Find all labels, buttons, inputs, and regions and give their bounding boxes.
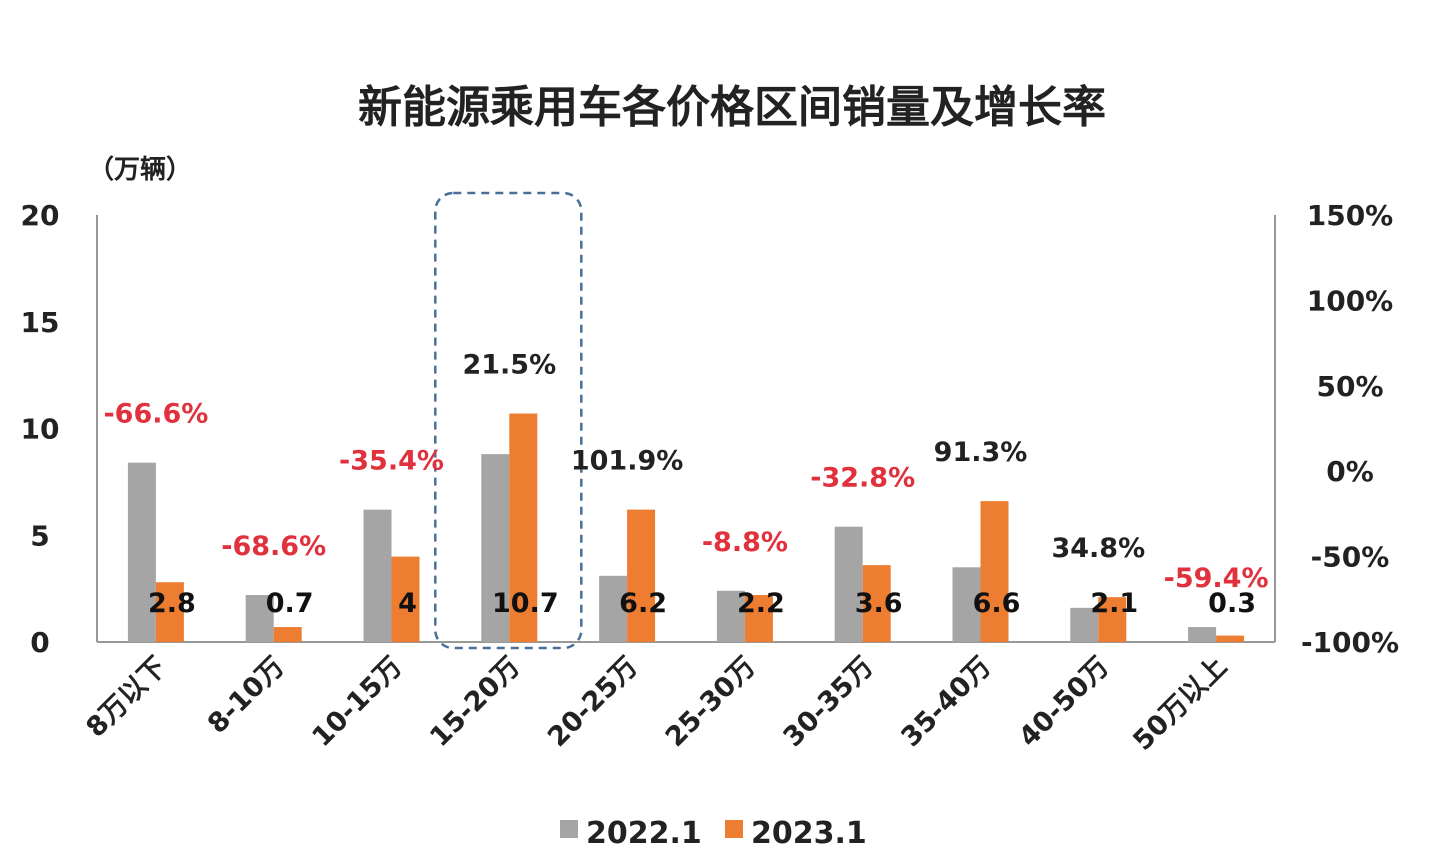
x-tick-label: 35-40万 — [895, 651, 997, 753]
bar-2022-5 — [716, 590, 745, 642]
growth-label: -66.6% — [103, 399, 208, 430]
growth-label: 101.9% — [571, 446, 683, 477]
bar-2022-2 — [363, 509, 392, 642]
x-tick-label: 15-20万 — [424, 651, 526, 753]
bar-2023-8 — [1098, 597, 1127, 642]
value-label: 4 — [398, 588, 417, 619]
x-tick-label: 20-25万 — [542, 651, 644, 753]
growth-label: -59.4% — [1164, 563, 1269, 594]
value-label: 6.6 — [973, 588, 1021, 619]
bar-2023-3 — [509, 413, 538, 642]
x-tick-label: 8万以下 — [80, 651, 172, 743]
legend-label: 2022.1 — [586, 816, 702, 851]
growth-label: -68.6% — [221, 531, 326, 562]
bar-2022-9 — [1188, 627, 1217, 642]
legend-swatch — [725, 820, 743, 838]
growth-label: 91.3% — [934, 437, 1028, 468]
y2-tick-label: 100% — [1307, 284, 1394, 317]
y2-tick-label: -50% — [1311, 541, 1390, 574]
legend-label: 2023.1 — [751, 816, 867, 851]
bar-2022-1 — [245, 595, 274, 642]
bar-2023-0 — [155, 582, 184, 642]
x-tick-label: 25-30万 — [660, 651, 762, 753]
bar-2022-7 — [952, 567, 981, 642]
bar-2022-0 — [127, 462, 156, 642]
value-label: 6.2 — [619, 588, 667, 619]
y2-tick-label: -100% — [1301, 626, 1399, 659]
x-tick-label: 8-10万 — [202, 651, 291, 740]
value-label: 0.3 — [1208, 588, 1256, 619]
x-tick-label: 10-15万 — [306, 651, 408, 753]
bar-2022-3 — [481, 454, 510, 642]
bar-2022-6 — [834, 526, 863, 642]
bar-2023-1 — [273, 627, 302, 642]
bar-2023-6 — [862, 565, 891, 642]
x-tick-label: 50万以上 — [1127, 651, 1233, 757]
bar-2022-8 — [1070, 607, 1099, 642]
bar-2023-2 — [391, 556, 420, 642]
bar-2022-4 — [599, 575, 628, 642]
x-tick-label: 30-35万 — [778, 651, 880, 753]
y-tick-label: 15 — [21, 306, 60, 339]
bar-2023-7 — [980, 501, 1009, 642]
growth-label: -8.8% — [702, 527, 788, 558]
y-tick-label: 5 — [30, 519, 49, 552]
growth-label: 34.8% — [1051, 533, 1145, 564]
legend-swatch — [560, 820, 578, 838]
y-tick-label: 10 — [21, 413, 60, 446]
value-label: 3.6 — [855, 588, 903, 619]
value-label: 2.8 — [148, 588, 196, 619]
x-tick-label: 40-50万 — [1013, 651, 1115, 753]
bar-2023-4 — [627, 509, 656, 642]
value-label: 10.7 — [492, 588, 559, 619]
bar-2023-9 — [1216, 635, 1245, 642]
value-label: 2.1 — [1090, 588, 1138, 619]
y2-tick-label: 50% — [1316, 370, 1383, 403]
chart-title: 新能源乘用车各价格区间销量及增长率 — [358, 82, 1106, 133]
growth-label: 21.5% — [462, 350, 556, 381]
bar-2023-5 — [744, 595, 773, 642]
growth-label: -32.8% — [810, 463, 915, 494]
y2-tick-label: 0% — [1326, 455, 1374, 488]
value-label: 2.2 — [737, 588, 785, 619]
value-label: 0.7 — [266, 588, 314, 619]
y-tick-label: 0 — [30, 626, 49, 659]
growth-label: -35.4% — [339, 446, 444, 477]
y-axis-label: （万辆） — [88, 155, 192, 185]
y2-tick-label: 150% — [1307, 199, 1394, 232]
y-tick-label: 20 — [21, 199, 60, 232]
